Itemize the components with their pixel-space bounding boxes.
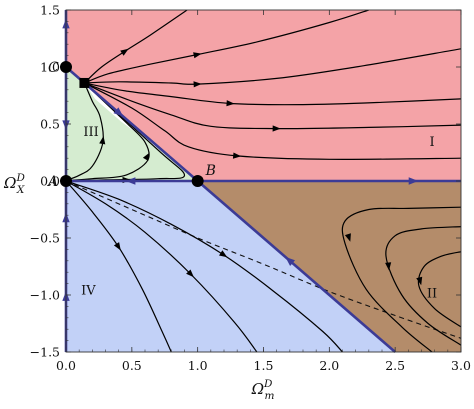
y-tick-label: 0.0 — [40, 174, 60, 189]
trajectory-II — [385, 226, 461, 346]
y-tick-label: 1.5 — [40, 3, 60, 18]
separatrix-arrow — [113, 107, 124, 117]
x-tick-label: 2.0 — [319, 358, 339, 373]
region-label-IV: IV — [81, 283, 96, 298]
fixed-point-square — [79, 77, 90, 88]
trajectories-layer — [66, 10, 461, 352]
trajectory-arrow — [142, 152, 150, 161]
trajectory-arrow — [232, 152, 242, 159]
trajectory-arrow — [219, 250, 228, 258]
x-tick-label: 3.0 — [451, 358, 471, 373]
fixed-points-layer: A B C — [46, 60, 216, 190]
region-label-II: II — [427, 287, 437, 302]
x-axis-title: ΩD m — [251, 378, 275, 402]
separatrix-arrow — [125, 177, 136, 185]
fixed-point-C — [60, 61, 72, 73]
trajectory-I — [84, 82, 461, 130]
x-tick-label: 2.5 — [385, 358, 405, 373]
trajectory-IV — [66, 180, 172, 352]
y-tick-label: −1.0 — [30, 288, 60, 303]
fixed-point-A — [60, 175, 72, 187]
trajectory-I — [84, 48, 461, 85]
trajectory-arrow — [385, 262, 392, 271]
trajectory-arrow — [416, 276, 423, 286]
separatrix-arrow — [408, 177, 419, 185]
trajectory-arrow — [344, 233, 351, 242]
y-tick-label: −0.5 — [30, 231, 60, 246]
fixed-point-label-A: A — [46, 174, 58, 190]
dashed-curve — [66, 180, 461, 339]
region-III — [66, 67, 198, 181]
y-tick-label: 1.0 — [40, 60, 60, 75]
trajectory-arrow — [193, 52, 202, 59]
trajectory-arrow — [113, 242, 121, 251]
trajectory-arrow — [120, 48, 129, 56]
x-tick-label: 1.5 — [254, 358, 274, 373]
trajectory-IV — [66, 180, 258, 352]
y-axis-title: ΩD X — [3, 172, 25, 196]
x-tick-label: 1.0 — [188, 358, 208, 373]
fixed-point-label-C: C — [48, 60, 59, 76]
region-I — [66, 10, 461, 181]
separatrix-arrow — [285, 256, 295, 266]
trajectory-arrow — [272, 125, 281, 132]
fixed-point-B — [191, 175, 204, 187]
trajectory-II — [417, 251, 461, 328]
trajectory-II — [341, 206, 461, 352]
region-IV — [66, 181, 396, 352]
trajectory-arrow — [226, 100, 235, 107]
region-II — [197, 181, 461, 352]
trajectory-arrow — [193, 81, 202, 88]
y-tick-label: 0.5 — [40, 117, 60, 132]
trajectory-I — [84, 82, 461, 160]
x-tick-label: 0.0 — [56, 358, 76, 373]
trajectory-arrow — [186, 269, 194, 278]
x-tick-label: 0.5 — [122, 358, 142, 373]
trajectory-arrow — [99, 136, 106, 145]
region-label-III: III — [83, 125, 98, 140]
region-label-I: I — [429, 135, 434, 150]
fixed-point-label-B: B — [205, 163, 216, 179]
y-tick-label: −1.5 — [30, 345, 60, 360]
